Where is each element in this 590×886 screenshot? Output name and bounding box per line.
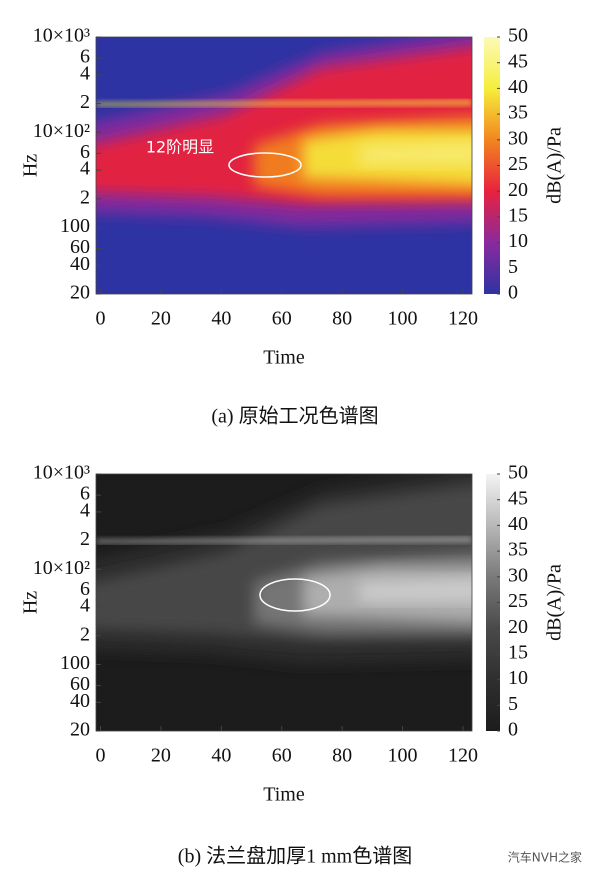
y-tick-label: 2: [80, 623, 90, 645]
colorbar-tick-label: 5: [508, 693, 518, 715]
heatmap: [96, 474, 472, 731]
x-tick-label: 100: [388, 745, 418, 767]
colorbar-tick-label: 10: [508, 667, 528, 689]
colorbar-tick-label: 50: [508, 462, 528, 484]
x-axis-label: Time: [263, 347, 305, 369]
y-tick-label: 4: [80, 158, 90, 180]
colorbar-tick-label: 15: [508, 641, 528, 663]
y-tick-label: 60: [70, 236, 90, 258]
y-tick-label: 2: [80, 186, 90, 208]
x-tick-label: 80: [332, 745, 352, 767]
y-tick-label: 10×10²: [33, 557, 90, 579]
x-tick-label: 40: [211, 745, 231, 767]
watermark: 汽车NVH之家: [508, 850, 582, 865]
colorbar-tick-label: 25: [508, 590, 528, 612]
x-tick-label: 80: [332, 308, 352, 330]
heatmap-region: [96, 536, 472, 544]
x-tick-label: 40: [211, 308, 231, 330]
annotation-ellipse: [228, 152, 302, 178]
y-tick-label: 10×10³: [33, 25, 90, 47]
x-tick-label: 120: [448, 308, 478, 330]
plot-frame: [95, 36, 473, 295]
x-tick-label: 20: [151, 745, 171, 767]
colorbar-tick-label: 0: [508, 719, 518, 741]
x-axis-label: Time: [263, 784, 305, 806]
y-tick-label: 10×10³: [33, 462, 90, 484]
colorbar-tick-label: 30: [508, 564, 528, 586]
colorbar-tick-label: 40: [508, 513, 528, 535]
colorbar-label: dB(A)/Pa: [544, 564, 566, 641]
x-tick-label: 20: [151, 308, 171, 330]
annotation: 12阶明显: [146, 138, 214, 157]
y-tick-label: 4: [80, 62, 90, 84]
colorbar-tick-label: 25: [508, 153, 528, 175]
x-tick-label: 120: [448, 745, 478, 767]
x-tick-label: 100: [388, 308, 418, 330]
colorbar-tick-label: 10: [508, 230, 528, 252]
y-tick-label: 2: [80, 91, 90, 113]
colorbar: [486, 474, 500, 731]
y-tick-label: 20: [70, 282, 90, 304]
y-tick-label: 100: [60, 215, 90, 237]
y-tick-label: 4: [80, 499, 90, 521]
colorbar-tick-label: 45: [508, 50, 528, 72]
colorbar-tick-label: 0: [508, 282, 518, 304]
colorbar-tick-label: 35: [508, 102, 528, 124]
heatmap: [96, 37, 472, 294]
plot-frame: [95, 473, 473, 732]
x-tick-label: 60: [272, 308, 292, 330]
colorbar-label: dB(A)/Pa: [544, 127, 566, 204]
caption: (a) 原始工况色谱图: [211, 405, 378, 428]
y-tick-label: 6: [80, 483, 90, 505]
y-tick-label: 10×10²: [33, 120, 90, 142]
heatmap-region: [359, 578, 472, 603]
colorbar-tick-label: 15: [508, 204, 528, 226]
colorbar-tick-label: 20: [508, 616, 528, 638]
y-tick-label: 100: [60, 652, 90, 674]
y-axis-label: Hz: [20, 591, 42, 614]
y-tick-label: 40: [70, 690, 90, 712]
colorbar-tick-label: 45: [508, 487, 528, 509]
x-tick-label: 0: [96, 308, 106, 330]
y-tick-label: 2: [80, 528, 90, 550]
colorbar: [484, 37, 500, 294]
colorbar-tick-label: 30: [508, 127, 528, 149]
annotation-ellipse: [259, 578, 331, 612]
colorbar-tick-label: 5: [508, 256, 518, 278]
x-tick-label: 0: [96, 745, 106, 767]
y-tick-label: 40: [70, 253, 90, 275]
y-tick-label: 4: [80, 595, 90, 617]
colorbar-tick-label: 20: [508, 179, 528, 201]
caption: (b) 法兰盘加厚1 mm色谱图: [178, 845, 412, 868]
x-tick-label: 60: [272, 745, 292, 767]
heatmap-region: [359, 141, 472, 166]
y-tick-label: 60: [70, 673, 90, 695]
y-tick-label: 6: [80, 578, 90, 600]
colorbar-tick-label: 50: [508, 25, 528, 47]
y-tick-label: 20: [70, 719, 90, 741]
colorbar-tick-label: 40: [508, 76, 528, 98]
colorbar-tick-label: 35: [508, 539, 528, 561]
heatmap-region: [96, 99, 472, 107]
y-tick-label: 6: [80, 46, 90, 68]
y-tick-label: 6: [80, 141, 90, 163]
y-axis-label: Hz: [20, 154, 42, 177]
